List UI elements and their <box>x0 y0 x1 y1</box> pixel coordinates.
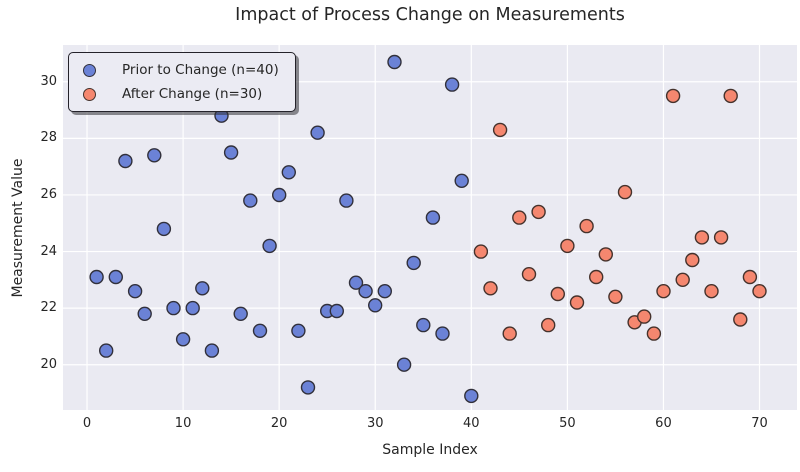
x-tick-label: 60 <box>655 416 672 431</box>
data-point-prior <box>368 298 383 313</box>
x-tick-label: 50 <box>559 416 576 431</box>
data-point-prior <box>396 357 412 372</box>
data-point-after <box>492 122 508 138</box>
data-point-prior <box>243 193 258 208</box>
y-tick-label: 30 <box>40 73 57 89</box>
data-point-prior <box>99 343 114 358</box>
data-point-prior <box>271 187 287 203</box>
data-point-after <box>550 286 565 302</box>
data-point-after <box>502 326 517 341</box>
data-point-prior <box>185 300 200 316</box>
data-point-after <box>656 283 671 299</box>
data-point-after <box>713 230 729 245</box>
data-point-prior <box>147 148 162 163</box>
data-point-after <box>512 210 527 225</box>
legend-item-prior: Prior to Change (n=40) <box>83 58 279 82</box>
data-point-after <box>473 244 489 259</box>
y-tick-label: 24 <box>40 243 57 259</box>
x-tick-label: 30 <box>366 416 384 431</box>
data-point-prior <box>454 173 469 189</box>
data-point-prior <box>435 326 450 341</box>
legend-marker-prior-icon <box>83 63 96 77</box>
x-axis-label: Sample Index <box>382 442 478 458</box>
y-tick-label: 28 <box>40 130 57 146</box>
data-point-after <box>752 283 767 299</box>
data-point-prior <box>387 54 402 70</box>
data-point-after <box>704 283 719 299</box>
data-point-after <box>598 247 613 262</box>
data-point-after <box>646 326 662 341</box>
x-tick-label: 70 <box>751 416 768 431</box>
data-point-prior <box>127 283 143 299</box>
data-point-prior <box>137 306 152 321</box>
data-point-prior <box>416 317 431 333</box>
data-point-prior <box>329 303 344 319</box>
data-point-prior <box>223 145 239 160</box>
x-tick-label: 10 <box>174 416 192 431</box>
data-point-after <box>675 272 690 288</box>
legend-label-prior: Prior to Change (n=40) <box>122 62 279 78</box>
data-point-after <box>483 281 498 296</box>
legend-marker-after-icon <box>83 87 96 101</box>
chart-title: Impact of Process Change on Measurements <box>235 5 625 25</box>
x-tick-label: 20 <box>270 416 288 431</box>
data-point-prior <box>175 332 191 347</box>
data-point-prior <box>339 193 354 208</box>
legend-label-after: After Change (n=30) <box>122 86 263 102</box>
data-point-after <box>560 238 575 254</box>
data-point-prior <box>291 323 306 338</box>
data-point-prior <box>166 300 181 316</box>
data-point-prior <box>204 343 220 358</box>
x-tick-label: 0 <box>82 416 92 431</box>
data-point-prior <box>310 125 325 140</box>
legend-item-after: After Change (n=30) <box>83 82 279 106</box>
data-point-after <box>733 312 748 327</box>
x-tick-label: 40 <box>463 416 480 431</box>
data-point-after <box>685 252 700 268</box>
data-point-prior <box>252 323 268 338</box>
y-tick-label: 20 <box>40 356 57 372</box>
data-point-after <box>521 266 537 282</box>
data-point-after <box>723 88 738 104</box>
data-point-prior <box>89 269 104 285</box>
data-point-after <box>665 88 681 104</box>
data-point-prior <box>464 388 479 404</box>
legend: Prior to Change (n=40) After Change (n=3… <box>68 52 296 112</box>
data-point-after <box>694 230 710 245</box>
data-point-after <box>589 269 604 285</box>
y-axis-label: Measurement Value <box>10 158 26 298</box>
data-point-prior <box>425 210 441 225</box>
data-point-prior <box>377 283 392 299</box>
data-point-prior <box>108 269 123 285</box>
data-point-after <box>541 317 556 333</box>
data-point-prior <box>118 153 133 169</box>
data-point-prior <box>281 165 297 180</box>
data-point-after <box>608 289 623 305</box>
data-point-after <box>531 204 546 220</box>
data-point-prior <box>300 380 316 395</box>
data-point-prior <box>156 221 172 237</box>
data-point-after <box>569 295 585 310</box>
data-point-prior <box>233 306 248 321</box>
data-point-after <box>579 218 594 234</box>
data-point-after <box>617 184 633 200</box>
data-point-after <box>637 309 652 324</box>
data-point-prior <box>262 238 277 254</box>
data-point-prior <box>444 77 460 92</box>
data-point-after <box>742 269 758 285</box>
plot-area: Prior to Change (n=40) After Change (n=3… <box>63 45 797 410</box>
y-tick-label: 22 <box>40 300 57 316</box>
y-tick-label: 26 <box>40 186 57 202</box>
data-point-prior <box>195 281 210 296</box>
data-point-prior <box>406 255 421 271</box>
data-point-prior <box>358 283 373 299</box>
data-point-prior <box>348 275 364 290</box>
